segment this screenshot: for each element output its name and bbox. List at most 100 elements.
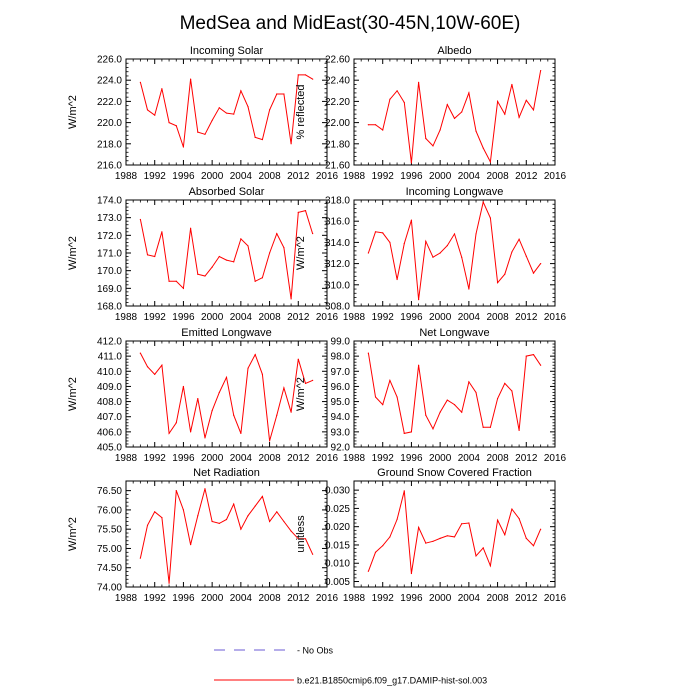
data-point [475, 233, 477, 235]
y-axis-label: W/m^2 [295, 236, 307, 270]
data-point [403, 101, 405, 104]
y-tick-label: 22.60 [325, 55, 350, 66]
chart-panel: Absorbed Solar W/m^2 1988 1992 1996 2000 2004 2… [67, 186, 339, 323]
y-axis-label: unitless [295, 515, 307, 553]
data-point [374, 396, 377, 398]
data-point [297, 211, 299, 213]
chart-panel: Net Radiation W/m^2 1988 1992 1996 2000 2004 20… [67, 467, 339, 604]
y-axis-label: W/m^2 [67, 377, 79, 411]
data-point [396, 518, 398, 520]
data-point [283, 520, 285, 523]
data-point [518, 518, 520, 520]
y-tick-label: 74.00 [97, 583, 122, 594]
data-point [304, 382, 307, 384]
data-point [489, 161, 491, 163]
data-point [418, 81, 420, 83]
data-point [197, 397, 199, 400]
data-point [439, 129, 441, 131]
x-tick-label: 2012 [287, 593, 310, 604]
data-point [211, 520, 213, 523]
data-point [312, 379, 314, 381]
data-point [525, 537, 527, 539]
data-point [225, 518, 228, 521]
y-tick-label: 407.0 [97, 412, 122, 423]
data-point [489, 565, 491, 567]
data-point [403, 432, 405, 434]
data-point [396, 396, 398, 398]
data-point [532, 545, 535, 547]
data-point [496, 519, 499, 521]
x-tick-label: 2008 [486, 312, 509, 323]
x-tick-label: 2000 [201, 312, 224, 323]
data-point [247, 245, 249, 247]
data-point [453, 404, 456, 406]
x-tick-label: 1992 [144, 593, 167, 604]
data-point [374, 551, 377, 553]
y-tick-label: 310.0 [325, 280, 350, 291]
x-tick-label: 2000 [429, 312, 452, 323]
series-line [368, 70, 542, 164]
x-tick-label: 1988 [343, 593, 366, 604]
y-tick-label: 92.0 [331, 443, 351, 454]
data-point [190, 78, 192, 80]
y-axis-label: % reflected [295, 84, 307, 139]
data-point [240, 238, 242, 240]
y-tick-label: 172.0 [97, 231, 122, 242]
x-tick-label: 1992 [144, 171, 167, 182]
data-point [146, 366, 149, 368]
data-point [297, 358, 299, 360]
plot-frame [353, 340, 556, 448]
data-point [182, 287, 185, 289]
data-point [367, 352, 369, 354]
data-point [312, 232, 314, 235]
data-point [439, 252, 441, 254]
data-point [254, 280, 256, 282]
panel-title: Albedo [437, 45, 471, 57]
data-point [290, 298, 292, 300]
x-tick-label: 2016 [544, 171, 567, 182]
data-point [446, 244, 448, 247]
x-tick-label: 1996 [400, 312, 423, 323]
data-point [410, 162, 413, 164]
x-tick-label: 2012 [515, 593, 538, 604]
data-point [304, 210, 307, 212]
x-tick-label: 2012 [515, 312, 538, 323]
data-point [233, 113, 235, 115]
x-tick-label: 1996 [172, 593, 195, 604]
y-tick-label: 0.015 [325, 540, 350, 551]
data-point [233, 503, 235, 505]
x-tick-label: 2000 [429, 171, 452, 182]
data-point [290, 530, 292, 532]
x-tick-label: 1992 [372, 171, 395, 182]
y-tick-label: 174.0 [97, 196, 122, 207]
data-point [276, 232, 278, 235]
data-point [304, 74, 307, 76]
y-tick-label: 74.50 [97, 563, 122, 574]
data-point [261, 495, 263, 498]
data-point [504, 534, 506, 536]
x-tick-label: 1988 [115, 593, 138, 604]
data-point [161, 364, 163, 366]
data-point [425, 542, 427, 544]
y-tick-label: 0.005 [325, 577, 350, 588]
data-point [190, 227, 192, 229]
x-tick-label: 2004 [230, 453, 253, 464]
data-point [532, 109, 535, 111]
data-point [389, 241, 391, 243]
chart-panel: Ground Snow Covered Fraction unitless 1988… [295, 467, 567, 604]
panel-title: Net Radiation [193, 467, 260, 479]
y-axis-label: W/m^2 [67, 517, 79, 551]
data-point [182, 385, 185, 388]
y-tick-label: 94.0 [331, 412, 351, 423]
x-tick-label: 1988 [115, 312, 138, 323]
y-tick-label: 170.0 [97, 266, 122, 277]
y-tick-label: 406.0 [97, 427, 122, 438]
data-point [161, 88, 163, 90]
x-tick-label: 1988 [115, 171, 138, 182]
data-point [204, 275, 206, 277]
data-point [432, 540, 434, 542]
data-point [139, 81, 141, 83]
data-point [297, 538, 299, 540]
x-tick-label: 1988 [343, 312, 366, 323]
